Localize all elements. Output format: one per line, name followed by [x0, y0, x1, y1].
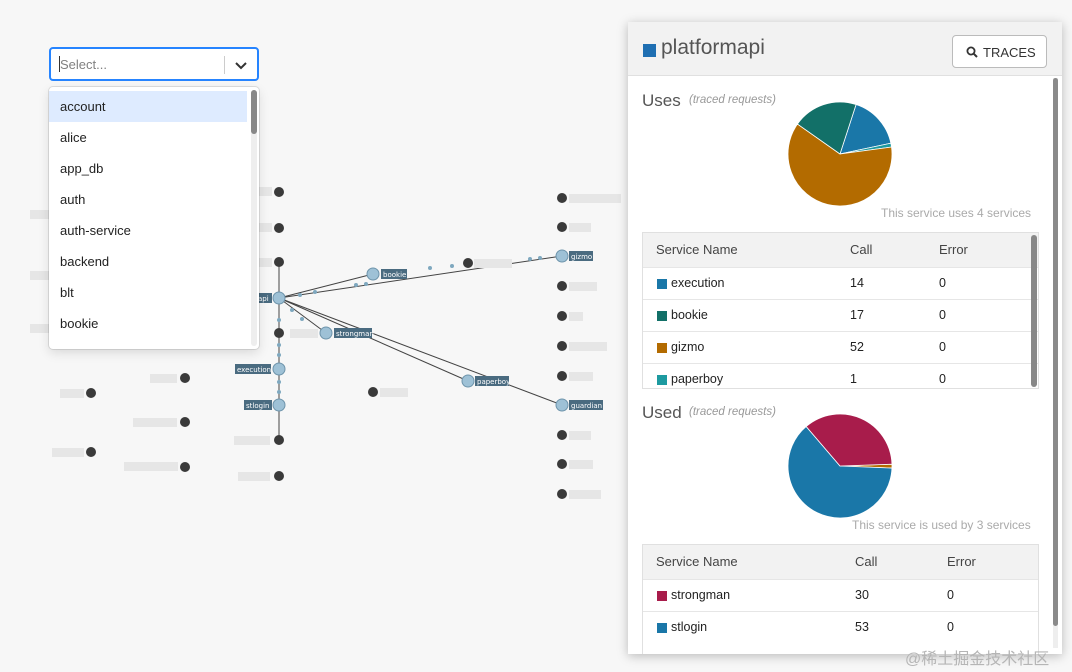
dropdown-option[interactable]: account: [49, 91, 247, 122]
color-swatch: [657, 279, 667, 289]
graph-edges: [278, 255, 563, 440]
row-error: 0: [947, 588, 954, 602]
node-label-gizmo: gizmo: [571, 253, 592, 261]
color-swatch: [657, 343, 667, 353]
search-icon: [966, 46, 978, 58]
dropdown-option[interactable]: backend: [60, 254, 110, 269]
dropdown-option[interactable]: auth: [60, 192, 86, 207]
service-select[interactable]: Select...: [49, 47, 259, 81]
pie-slice-stlogin: [787, 425, 893, 519]
used-table-header: Service Name Call Error: [643, 545, 1038, 579]
graph-labels-highlighted: api bookie gizmo strongman execution stl…: [235, 251, 603, 410]
node-label-paperboy: paperboy: [477, 378, 510, 386]
row-error: 0: [939, 308, 946, 322]
row-call: 52: [850, 340, 864, 354]
select-separator: [224, 56, 225, 74]
col-error: Error: [947, 554, 976, 569]
col-service-name: Service Name: [656, 242, 738, 257]
table-row[interactable]: stlogin 53 0: [643, 611, 1038, 643]
table-row[interactable]: paperboy 1 0: [643, 363, 1038, 388]
uses-table-scrollbar-thumb[interactable]: [1031, 235, 1037, 387]
uses-table-scrollbar[interactable]: [1031, 235, 1037, 387]
row-error: 0: [939, 372, 946, 386]
row-service-name: bookie: [671, 308, 708, 322]
used-subtitle: (traced requests): [689, 406, 776, 418]
graph-labels-faded: [30, 187, 621, 499]
graph-nodes-dark[interactable]: [86, 187, 567, 499]
uses-title: Uses: [642, 91, 681, 110]
row-call: 53: [855, 620, 869, 634]
row-call: 17: [850, 308, 864, 322]
dropdown-scrollbar[interactable]: [251, 90, 257, 346]
service-color-square: [643, 44, 656, 57]
dropdown-scrollbar-thumb[interactable]: [251, 90, 257, 134]
table-row[interactable]: bookie 17 0: [643, 299, 1038, 331]
col-error: Error: [939, 242, 968, 257]
used-title: Used: [642, 403, 682, 422]
chevron-down-icon[interactable]: [231, 55, 251, 75]
node-label-bookie: bookie: [383, 271, 406, 279]
graph-edge-dots: [277, 256, 542, 394]
panel-scrollbar-thumb[interactable]: [1053, 78, 1058, 626]
row-service-name: execution: [671, 276, 725, 290]
used-table: Service Name Call Error strongman 30 0 s…: [642, 544, 1039, 654]
pie-slice-execution: [839, 104, 892, 155]
dropdown-option[interactable]: auth-service: [60, 223, 131, 238]
row-error: 0: [939, 340, 946, 354]
service-title: platformapi: [661, 36, 765, 59]
row-error: 0: [939, 276, 946, 290]
col-call: Call: [855, 554, 878, 569]
uses-table: Service Name Call Error execution 14 0 b…: [642, 232, 1039, 389]
table-row[interactable]: execution 14 0: [643, 267, 1038, 299]
color-swatch: [657, 311, 667, 321]
service-select-placeholder: Select...: [60, 57, 107, 72]
panel-scrollbar[interactable]: [1053, 78, 1058, 648]
row-service-name: stlogin: [671, 620, 708, 634]
pie-slice-bookie: [796, 101, 857, 155]
table-row[interactable]: strongman 30 0: [643, 579, 1038, 611]
pie-slice-gizmo: [787, 123, 893, 207]
node-label-api: api: [258, 295, 269, 303]
service-dropdown-menu[interactable]: account alice app_db auth auth-service b…: [49, 87, 259, 349]
color-swatch: [657, 591, 667, 601]
row-call: 30: [855, 588, 869, 602]
uses-table-header: Service Name Call Error: [643, 233, 1038, 267]
uses-subtitle: (traced requests): [689, 94, 776, 106]
dropdown-option[interactable]: blt: [60, 285, 74, 300]
color-swatch: [657, 375, 667, 385]
node-label-strongman: strongman: [336, 330, 374, 338]
col-call: Call: [850, 242, 873, 257]
node-label-stlogin: stlogin: [246, 402, 269, 410]
traces-button[interactable]: TRACES: [952, 35, 1047, 68]
color-swatch: [657, 623, 667, 633]
node-label-guardian: guardian: [571, 402, 602, 410]
uses-summary: This service uses 4 services: [881, 206, 1032, 220]
dropdown-option[interactable]: bookie: [60, 316, 99, 331]
used-summary: This service is used by 3 services: [852, 518, 1031, 532]
row-service-name: paperboy: [671, 372, 724, 386]
col-service-name: Service Name: [656, 554, 738, 569]
dropdown-option[interactable]: app_db: [60, 161, 104, 176]
row-service-name: gizmo: [671, 340, 705, 354]
row-service-name: strongman: [671, 588, 731, 602]
dropdown-option[interactable]: alice: [60, 130, 87, 145]
used-pie-chart: [787, 413, 893, 519]
service-detail-panel: platformapi TRACES Uses (traced requests…: [628, 22, 1062, 654]
node-label-execution: execution: [237, 366, 271, 374]
traces-button-label: TRACES: [983, 45, 1036, 60]
pie-slice-strongman: [805, 413, 893, 467]
panel-header: platformapi TRACES: [628, 22, 1062, 76]
uses-pie-chart: [787, 101, 893, 207]
text-cursor: [59, 56, 60, 72]
table-row[interactable]: gizmo 52 0: [643, 331, 1038, 363]
watermark: @稀土掘金技术社区: [905, 651, 1050, 668]
row-call: 1: [850, 372, 857, 386]
row-error: 0: [947, 620, 954, 634]
row-call: 14: [850, 276, 864, 290]
graph-nodes-highlighted[interactable]: [272, 249, 569, 412]
